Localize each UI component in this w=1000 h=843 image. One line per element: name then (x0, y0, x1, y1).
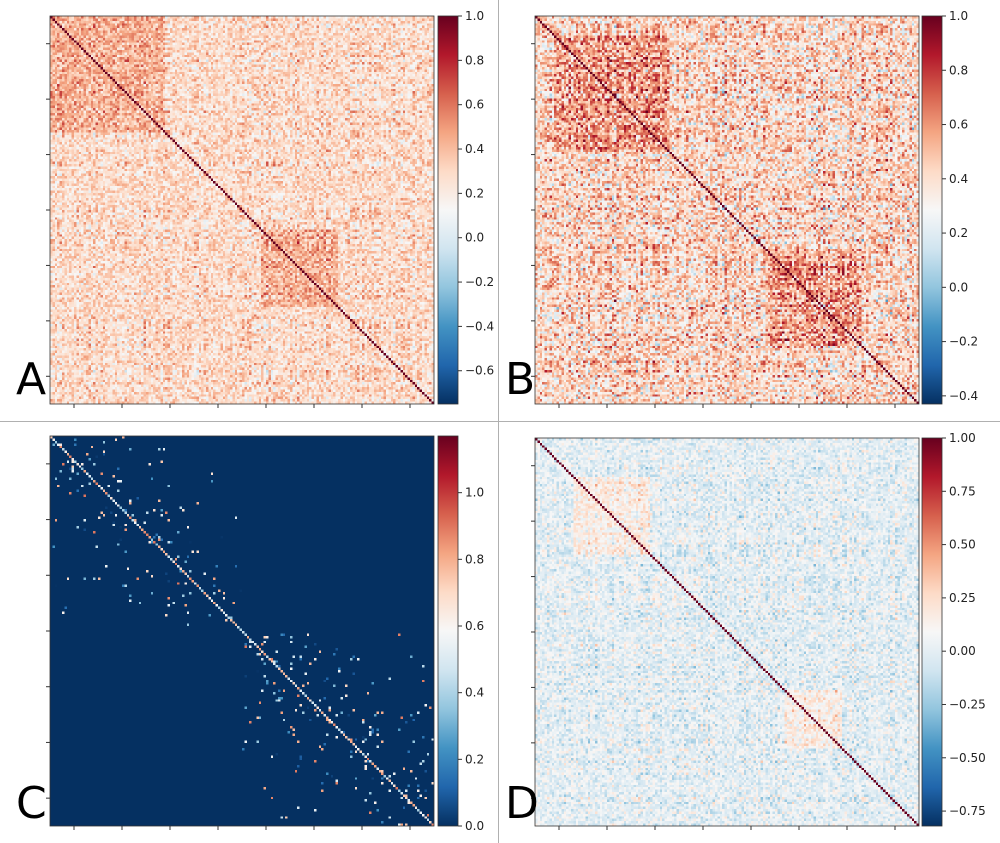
axes-c (46, 435, 435, 830)
colorbar-tick-label: 0.25 (949, 591, 976, 605)
colorbar-b: 1.0 0.8 0.6 0.4 0.2 0.0 −0.2 −0.4 (921, 9, 978, 405)
colorbar-tick-label: 0.6 (465, 98, 484, 112)
panel-a-svg: 1.0 0.8 0.6 0.4 0.2 0.0 −0.2 −0.4 −0.6 A (16, 9, 494, 408)
colorbar-tick-label: 0.6 (949, 118, 968, 132)
colorbar-gradient (921, 15, 943, 405)
colorbar-tick-label: 0.8 (949, 63, 968, 77)
colorbar-gradient (437, 435, 459, 827)
heatmap-image (535, 16, 919, 404)
colorbar-tick-label: 1.0 (949, 9, 968, 23)
heatmap-c (50, 436, 434, 826)
colorbar-tick-label: 0.2 (949, 226, 968, 240)
panel-c: 1.0 0.8 0.6 0.4 0.2 0.0 C (0, 422, 498, 843)
horizontal-divider (0, 421, 1000, 422)
panel-label-a: A (16, 354, 46, 405)
colorbar-d: 1.00 0.75 0.50 0.25 0.00 −0.25 −0.50 −0.75 (921, 431, 986, 827)
colorbar-gradient (437, 15, 459, 405)
colorbar-tick-label: −0.4 (949, 389, 978, 403)
colorbar-tick-label: 0.8 (465, 53, 484, 67)
colorbar-tick-label: 0.50 (949, 538, 976, 552)
panel-label-d: D (505, 778, 539, 829)
axes-b (531, 15, 920, 408)
panel-d-svg: 1.00 0.75 0.50 0.25 0.00 −0.25 −0.50 −0.75 D (505, 431, 986, 830)
heatmap-image (50, 16, 434, 404)
heatmap-b (535, 16, 919, 404)
colorbar-tick-label: 0.4 (949, 172, 968, 186)
colorbar-a: 1.0 0.8 0.6 0.4 0.2 0.0 −0.2 −0.4 −0.6 (437, 9, 494, 405)
panel-b-svg: 1.0 0.8 0.6 0.4 0.2 0.0 −0.2 −0.4 B (505, 9, 978, 408)
colorbar-tick-label: 0.2 (465, 752, 484, 766)
colorbar-tick-label: 0.0 (465, 819, 484, 833)
colorbar-tick-label: −0.75 (949, 804, 986, 818)
colorbar-tick-label: 0.2 (465, 186, 484, 200)
colorbar-gradient (921, 437, 943, 827)
axes-a (46, 15, 435, 408)
panel-a: 1.0 0.8 0.6 0.4 0.2 0.0 −0.2 −0.4 −0.6 A (0, 0, 498, 420)
panel-c-svg: 1.0 0.8 0.6 0.4 0.2 0.0 C (16, 435, 484, 833)
heatmap-image (50, 436, 434, 826)
colorbar-tick-label: 0.0 (949, 280, 968, 294)
colorbar-tick-label: 1.00 (949, 431, 976, 445)
colorbar-tick-label: −0.2 (465, 275, 494, 289)
colorbar-tick-label: −0.6 (465, 364, 494, 378)
colorbar-tick-label: 0.4 (465, 686, 484, 700)
colorbar-tick-label: 0.8 (465, 552, 484, 566)
heatmap-image (535, 438, 919, 826)
panel-label-b: B (505, 354, 535, 405)
colorbar-c: 1.0 0.8 0.6 0.4 0.2 0.0 (437, 435, 484, 833)
colorbar-tick-label: −0.50 (949, 751, 986, 765)
panel-d: 1.00 0.75 0.50 0.25 0.00 −0.25 −0.50 −0.75 D (499, 422, 1000, 843)
colorbar-tick-label: −0.4 (465, 319, 494, 333)
colorbar-tick-label: 1.0 (465, 9, 484, 23)
colorbar-tick-label: −0.25 (949, 697, 986, 711)
colorbar-tick-label: 0.4 (465, 142, 484, 156)
axes-d (531, 437, 920, 830)
colorbar-tick-label: −0.2 (949, 335, 978, 349)
panel-b: 1.0 0.8 0.6 0.4 0.2 0.0 −0.2 −0.4 B (499, 0, 1000, 420)
colorbar-tick-label: 0.6 (465, 619, 484, 633)
colorbar-tick-label: 0.00 (949, 644, 976, 658)
colorbar-tick-label: 0.75 (949, 484, 976, 498)
colorbar-tick-label: 0.0 (465, 231, 484, 245)
colorbar-tick-label: 1.0 (465, 486, 484, 500)
heatmap-d (535, 438, 919, 826)
panel-label-c: C (16, 778, 47, 829)
heatmap-a (50, 16, 434, 404)
